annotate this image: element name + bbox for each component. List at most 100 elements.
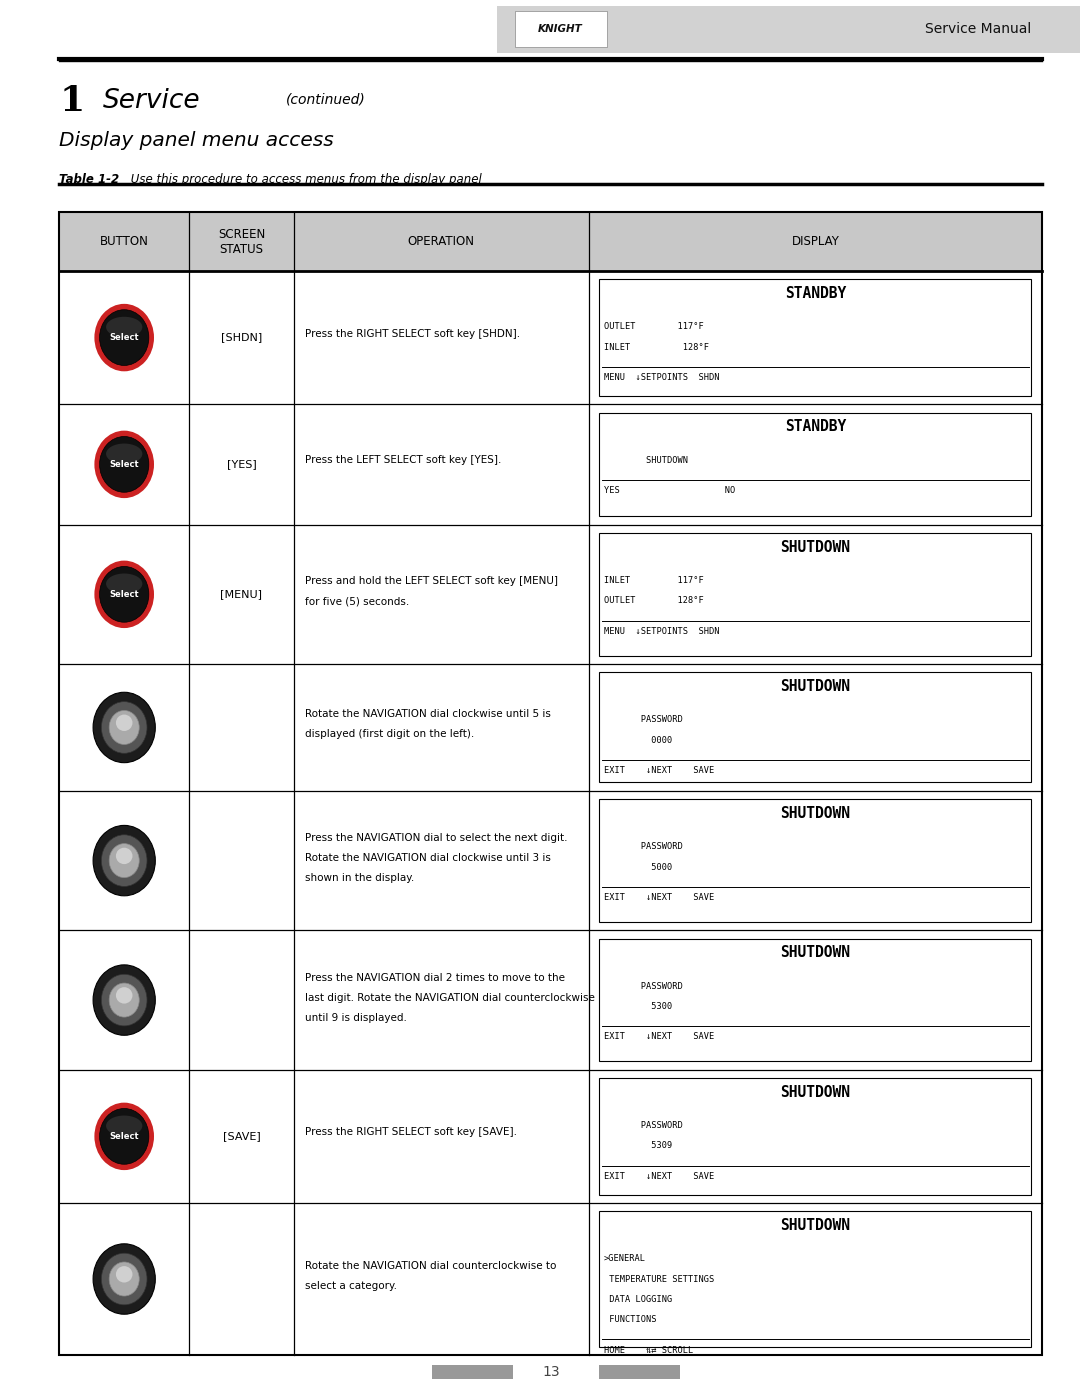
Text: select a category.: select a category.: [305, 1281, 396, 1291]
Text: Press the NAVIGATION dial to select the next digit.: Press the NAVIGATION dial to select the …: [305, 834, 567, 844]
Ellipse shape: [94, 1102, 154, 1171]
Text: Rotate the NAVIGATION dial clockwise until 3 is: Rotate the NAVIGATION dial clockwise unt…: [305, 854, 551, 863]
Text: 13: 13: [542, 1365, 559, 1379]
Text: HOME    ⇅⇄ SCROLL: HOME ⇅⇄ SCROLL: [604, 1345, 693, 1355]
Text: 5000: 5000: [604, 862, 672, 872]
Text: YES                    NO: YES NO: [604, 486, 735, 495]
Text: Select: Select: [109, 460, 139, 469]
Ellipse shape: [106, 443, 143, 464]
Text: EXIT    ↓NEXT    SAVE: EXIT ↓NEXT SAVE: [604, 1172, 714, 1180]
Text: PASSWORD: PASSWORD: [604, 715, 683, 725]
Text: Use this procedure to access menus from the display panel: Use this procedure to access menus from …: [127, 173, 482, 186]
Ellipse shape: [116, 848, 133, 865]
Text: Press the RIGHT SELECT soft key [SHDN].: Press the RIGHT SELECT soft key [SHDN].: [305, 328, 519, 338]
Ellipse shape: [93, 965, 156, 1035]
Text: 5309: 5309: [604, 1141, 672, 1151]
Ellipse shape: [99, 310, 149, 366]
Ellipse shape: [102, 701, 147, 753]
Text: >GENERAL: >GENERAL: [604, 1255, 646, 1263]
Bar: [599, 1211, 1031, 1347]
Text: PASSWORD: PASSWORD: [604, 842, 683, 851]
Ellipse shape: [109, 1261, 139, 1296]
Text: Rotate the NAVIGATION dial clockwise until 5 is: Rotate the NAVIGATION dial clockwise unt…: [305, 710, 551, 719]
Text: DATA LOGGING: DATA LOGGING: [604, 1295, 672, 1303]
Text: Rotate the NAVIGATION dial counterclockwise to: Rotate the NAVIGATION dial counterclockw…: [305, 1261, 556, 1271]
Text: STANDBY: STANDBY: [785, 419, 846, 434]
Text: EXIT    ↓NEXT    SAVE: EXIT ↓NEXT SAVE: [604, 766, 714, 775]
Text: EXIT    ↓NEXT    SAVE: EXIT ↓NEXT SAVE: [604, 893, 714, 902]
Text: Service Manual: Service Manual: [926, 22, 1031, 36]
Bar: [599, 939, 1031, 1062]
Text: Service: Service: [103, 88, 200, 115]
Text: until 9 is displayed.: until 9 is displayed.: [305, 1013, 406, 1023]
Text: SHUTDOWN: SHUTDOWN: [781, 1218, 850, 1234]
Text: KNIGHT: KNIGHT: [538, 24, 583, 35]
Text: for five (5) seconds.: for five (5) seconds.: [305, 597, 409, 606]
Ellipse shape: [106, 574, 143, 594]
Text: [YES]: [YES]: [227, 460, 256, 469]
Text: INLET          128°F: INLET 128°F: [604, 342, 708, 352]
Text: SHUTDOWN: SHUTDOWN: [781, 539, 850, 555]
Text: shown in the display.: shown in the display.: [305, 873, 414, 883]
Text: 5300: 5300: [604, 1002, 672, 1011]
Text: last digit. Rotate the NAVIGATION dial counterclockwise: last digit. Rotate the NAVIGATION dial c…: [305, 993, 594, 1003]
Text: Select: Select: [109, 590, 139, 599]
Text: SHUTDOWN: SHUTDOWN: [781, 679, 850, 694]
Bar: [599, 672, 1031, 782]
Text: EXIT    ↓NEXT    SAVE: EXIT ↓NEXT SAVE: [604, 1032, 714, 1041]
Bar: [432, 1365, 513, 1379]
Text: INLET         117°F: INLET 117°F: [604, 576, 703, 585]
Text: [MENU]: [MENU]: [220, 590, 262, 599]
Text: OPERATION: OPERATION: [407, 235, 475, 249]
Ellipse shape: [93, 693, 156, 763]
Text: Press and hold the LEFT SELECT soft key [MENU]: Press and hold the LEFT SELECT soft key …: [305, 576, 557, 587]
Bar: [599, 534, 1031, 655]
Text: PASSWORD: PASSWORD: [604, 982, 683, 990]
Ellipse shape: [93, 1243, 156, 1315]
Ellipse shape: [102, 974, 147, 1025]
Bar: [599, 412, 1031, 517]
Ellipse shape: [93, 826, 156, 895]
Ellipse shape: [94, 303, 154, 372]
Text: OUTLET        128°F: OUTLET 128°F: [604, 597, 703, 605]
Text: (continued): (continued): [286, 92, 366, 108]
Ellipse shape: [106, 1116, 143, 1136]
Ellipse shape: [109, 844, 139, 877]
Ellipse shape: [94, 560, 154, 629]
Text: SCREEN
STATUS: SCREEN STATUS: [218, 228, 265, 256]
Ellipse shape: [109, 983, 139, 1017]
Text: PASSWORD: PASSWORD: [604, 1122, 683, 1130]
Ellipse shape: [94, 430, 154, 499]
Bar: [497, 6, 1080, 53]
Ellipse shape: [102, 835, 147, 887]
Bar: [59, 212, 1042, 271]
Ellipse shape: [116, 988, 133, 1003]
Ellipse shape: [99, 566, 149, 622]
Text: Select: Select: [109, 332, 139, 342]
Bar: [599, 1078, 1031, 1194]
Text: OUTLET        117°F: OUTLET 117°F: [604, 323, 703, 331]
Text: Press the NAVIGATION dial 2 times to move to the: Press the NAVIGATION dial 2 times to mov…: [305, 972, 565, 983]
Text: SHUTDOWN: SHUTDOWN: [781, 806, 850, 821]
Text: MENU  ↓SETPOINTS  SHDN: MENU ↓SETPOINTS SHDN: [604, 373, 719, 381]
Text: TEMPERATURE SETTINGS: TEMPERATURE SETTINGS: [604, 1274, 714, 1284]
Text: SHUTDOWN: SHUTDOWN: [781, 1085, 850, 1099]
Text: DISPLAY: DISPLAY: [792, 235, 839, 249]
Text: MENU  ↓SETPOINTS  SHDN: MENU ↓SETPOINTS SHDN: [604, 627, 719, 636]
Ellipse shape: [109, 711, 139, 745]
Text: FUNCTIONS: FUNCTIONS: [604, 1315, 657, 1324]
Ellipse shape: [99, 1108, 149, 1164]
Text: SHUTDOWN: SHUTDOWN: [781, 946, 850, 960]
Ellipse shape: [116, 714, 133, 731]
Bar: [599, 1365, 680, 1379]
Bar: [599, 799, 1031, 922]
Text: Display panel menu access: Display panel menu access: [59, 131, 334, 151]
Text: displayed (first digit on the left).: displayed (first digit on the left).: [305, 729, 474, 739]
Text: [SHDN]: [SHDN]: [220, 332, 262, 342]
Text: STANDBY: STANDBY: [785, 286, 846, 302]
Text: Press the LEFT SELECT soft key [YES].: Press the LEFT SELECT soft key [YES].: [305, 455, 501, 465]
Bar: [59, 212, 1042, 1355]
Text: 1: 1: [59, 84, 84, 117]
Text: [SAVE]: [SAVE]: [222, 1132, 260, 1141]
Ellipse shape: [99, 436, 149, 492]
